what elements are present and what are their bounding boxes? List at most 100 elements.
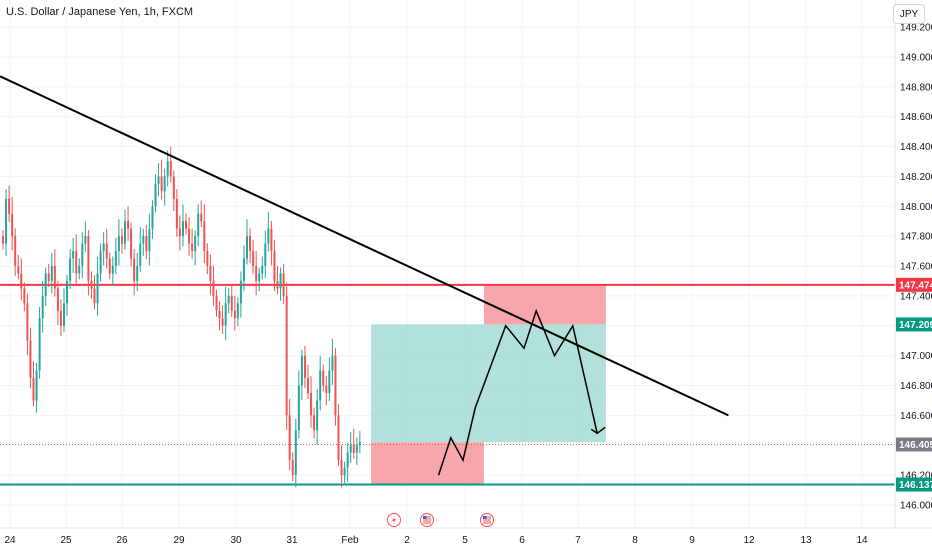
candle-body xyxy=(181,221,184,237)
currency-button[interactable]: JPY xyxy=(893,4,925,24)
candle-body xyxy=(230,295,233,311)
candle-body xyxy=(270,228,273,252)
candle-body xyxy=(246,236,248,259)
y-tick-label: 148.600 xyxy=(900,112,932,123)
candle-body xyxy=(26,303,29,341)
candle-body xyxy=(120,236,123,244)
x-tick-label: 8 xyxy=(632,535,638,546)
y-tick-label: 147.400 xyxy=(900,291,932,302)
candle-body xyxy=(56,288,59,311)
candle-body xyxy=(340,460,343,476)
time-axis[interactable]: 24 25 26 29 30 31 Feb 2 5 6 7 8 9 12 13 14 xyxy=(4,535,868,546)
candle-body xyxy=(35,370,38,401)
x-tick-label: 2 xyxy=(404,535,410,546)
candle-body xyxy=(224,303,227,326)
candle-body xyxy=(69,258,72,281)
zones-layer xyxy=(371,284,606,486)
y-tick-label: 149.000 xyxy=(900,52,932,63)
candle-body xyxy=(331,355,334,371)
candle-body xyxy=(316,400,319,431)
x-tick-label: 12 xyxy=(743,535,755,546)
candle-body xyxy=(151,206,154,229)
y-tick-label: 148.400 xyxy=(900,142,932,153)
candle-body xyxy=(297,385,300,431)
candle-body xyxy=(154,183,157,207)
candle-body xyxy=(264,243,267,266)
candle-body xyxy=(258,273,261,281)
y-tick-label: 146.600 xyxy=(900,411,932,422)
candle-body xyxy=(349,445,352,453)
price-tag xyxy=(896,317,932,332)
candle-body xyxy=(236,303,239,319)
candle-body xyxy=(108,258,111,274)
candle-body xyxy=(111,266,114,274)
candles-layer xyxy=(2,146,361,488)
candle-body xyxy=(17,266,20,274)
x-tick-label: 14 xyxy=(856,535,868,546)
candle-body xyxy=(2,236,4,244)
candle-body xyxy=(8,198,11,214)
stop-zone xyxy=(371,442,484,486)
candle-body xyxy=(215,295,218,311)
candle-body xyxy=(197,213,200,237)
candle-body xyxy=(288,415,291,461)
x-tick-label: 9 xyxy=(689,535,695,546)
candle-body xyxy=(32,378,35,401)
price-tags-layer: 147.474 147.209 146.405 146.137 xyxy=(896,277,932,492)
drawings-layer xyxy=(0,75,729,476)
candle-body xyxy=(188,228,191,244)
candle-body xyxy=(142,236,145,244)
candle-body xyxy=(75,251,78,274)
candle-body xyxy=(133,258,136,281)
candle-body xyxy=(233,310,236,319)
candle-body xyxy=(358,442,361,446)
candle-body xyxy=(303,355,306,379)
candle-body xyxy=(169,161,172,177)
chart-title: U.S. Dollar / Japanese Yen, 1h, FXCM xyxy=(6,6,194,18)
x-tick-label: Feb xyxy=(341,535,359,546)
candle-body xyxy=(355,445,358,453)
price-tag xyxy=(896,477,932,492)
candle-body xyxy=(300,355,303,386)
stop-zone xyxy=(483,284,606,325)
x-tick-label: 7 xyxy=(575,535,581,546)
candle-body xyxy=(44,273,47,296)
x-tick-label: 31 xyxy=(286,535,298,546)
candle-body xyxy=(328,370,331,393)
candle-body xyxy=(29,340,32,379)
candle-body xyxy=(157,176,160,184)
candle-body xyxy=(5,198,8,244)
candle-body xyxy=(322,370,325,386)
x-tick-label: 5 xyxy=(462,535,468,546)
candle-body xyxy=(117,236,120,252)
grid-lines xyxy=(0,0,895,528)
price-axis[interactable]: 146.000146.200146.400146.600146.800147.0… xyxy=(900,23,932,512)
candle-body xyxy=(160,176,163,192)
trendline xyxy=(0,75,729,417)
candle-body xyxy=(124,221,126,244)
candle-body xyxy=(105,243,108,259)
candle-body xyxy=(84,236,87,244)
candle-body xyxy=(276,280,279,289)
candle-body xyxy=(93,288,96,304)
candle-body xyxy=(72,251,75,259)
candle-body xyxy=(200,213,203,222)
candle-body xyxy=(267,228,270,244)
candle-body xyxy=(166,161,169,177)
candle-body xyxy=(285,295,288,416)
price-tag-label: 147.209 xyxy=(899,320,932,331)
x-tick-label: 26 xyxy=(116,535,128,546)
candle-body xyxy=(221,318,224,326)
projection-path xyxy=(437,308,598,476)
candle-body xyxy=(252,251,255,266)
price-tag-label: 146.137 xyxy=(899,480,932,491)
candle-body xyxy=(194,236,197,252)
candle-body xyxy=(310,392,313,416)
price-tag xyxy=(896,437,932,452)
candle-body xyxy=(130,228,133,259)
candle-body xyxy=(81,243,84,266)
x-tick-label: 24 xyxy=(4,535,16,546)
candle-body xyxy=(209,266,212,281)
candle-body xyxy=(239,280,242,304)
